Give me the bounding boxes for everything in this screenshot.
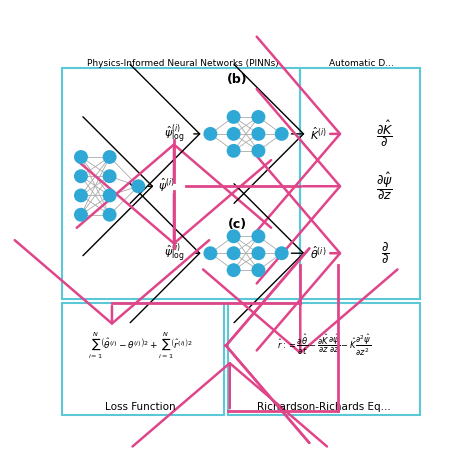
Circle shape bbox=[74, 189, 88, 202]
Text: $\sum_{i=1}^{N}\!\left(\hat{\theta}^{(i)}-\theta^{(i)}\right)^{\!2}+\sum_{i=1}^{: $\sum_{i=1}^{N}\!\left(\hat{\theta}^{(i)… bbox=[88, 330, 193, 361]
Text: (b): (b) bbox=[227, 73, 248, 86]
Circle shape bbox=[251, 144, 265, 158]
Circle shape bbox=[227, 229, 241, 243]
Circle shape bbox=[227, 127, 241, 141]
Circle shape bbox=[251, 263, 265, 277]
Circle shape bbox=[251, 127, 265, 141]
Text: $\dfrac{\partial\hat{K}}{\partial}$: $\dfrac{\partial\hat{K}}{\partial}$ bbox=[376, 118, 393, 149]
Text: (c): (c) bbox=[228, 218, 247, 231]
Text: Automatic D...: Automatic D... bbox=[329, 59, 394, 67]
Circle shape bbox=[227, 246, 241, 260]
Text: $\dfrac{\partial}{\partial}$: $\dfrac{\partial}{\partial}$ bbox=[381, 240, 389, 266]
Text: $\hat{\psi}^{(i)}_{\mathrm{log}}$: $\hat{\psi}^{(i)}_{\mathrm{log}}$ bbox=[164, 242, 184, 265]
Circle shape bbox=[131, 179, 145, 193]
Text: $\dfrac{\partial\hat{\psi}}{\partial z}$: $\dfrac{\partial\hat{\psi}}{\partial z}$ bbox=[376, 170, 393, 202]
Text: $\hat{r}:=\dfrac{\partial\hat{\theta}}{\partial t}-\dfrac{\partial\hat{K}}{\part: $\hat{r}:=\dfrac{\partial\hat{\theta}}{\… bbox=[277, 333, 372, 358]
Text: Physics-Informed Neural Networks (PINNs): Physics-Informed Neural Networks (PINNs) bbox=[87, 59, 279, 67]
Text: $\hat{\psi}^{(i)}$: $\hat{\psi}^{(i)}$ bbox=[158, 177, 175, 195]
Circle shape bbox=[203, 246, 218, 260]
Circle shape bbox=[103, 208, 117, 222]
Circle shape bbox=[203, 127, 218, 141]
Circle shape bbox=[74, 208, 88, 222]
Circle shape bbox=[74, 150, 88, 164]
Text: $\hat{K}^{(i)}$: $\hat{K}^{(i)}$ bbox=[310, 126, 327, 142]
Circle shape bbox=[227, 144, 241, 158]
Circle shape bbox=[251, 229, 265, 243]
Circle shape bbox=[251, 246, 265, 260]
Circle shape bbox=[251, 110, 265, 124]
Circle shape bbox=[227, 110, 241, 124]
Circle shape bbox=[103, 150, 117, 164]
Text: Richardson-Richards Eq...: Richardson-Richards Eq... bbox=[257, 402, 391, 412]
Circle shape bbox=[103, 189, 117, 202]
Circle shape bbox=[103, 169, 117, 183]
Circle shape bbox=[227, 263, 241, 277]
Text: $\hat{\theta}^{(i)}$: $\hat{\theta}^{(i)}$ bbox=[310, 245, 326, 262]
Circle shape bbox=[275, 246, 289, 260]
Text: Loss Function: Loss Function bbox=[105, 402, 176, 412]
Text: $\hat{\psi}^{(i)}_{\mathrm{log}}$: $\hat{\psi}^{(i)}_{\mathrm{log}}$ bbox=[164, 122, 184, 146]
Circle shape bbox=[275, 127, 289, 141]
Circle shape bbox=[74, 169, 88, 183]
